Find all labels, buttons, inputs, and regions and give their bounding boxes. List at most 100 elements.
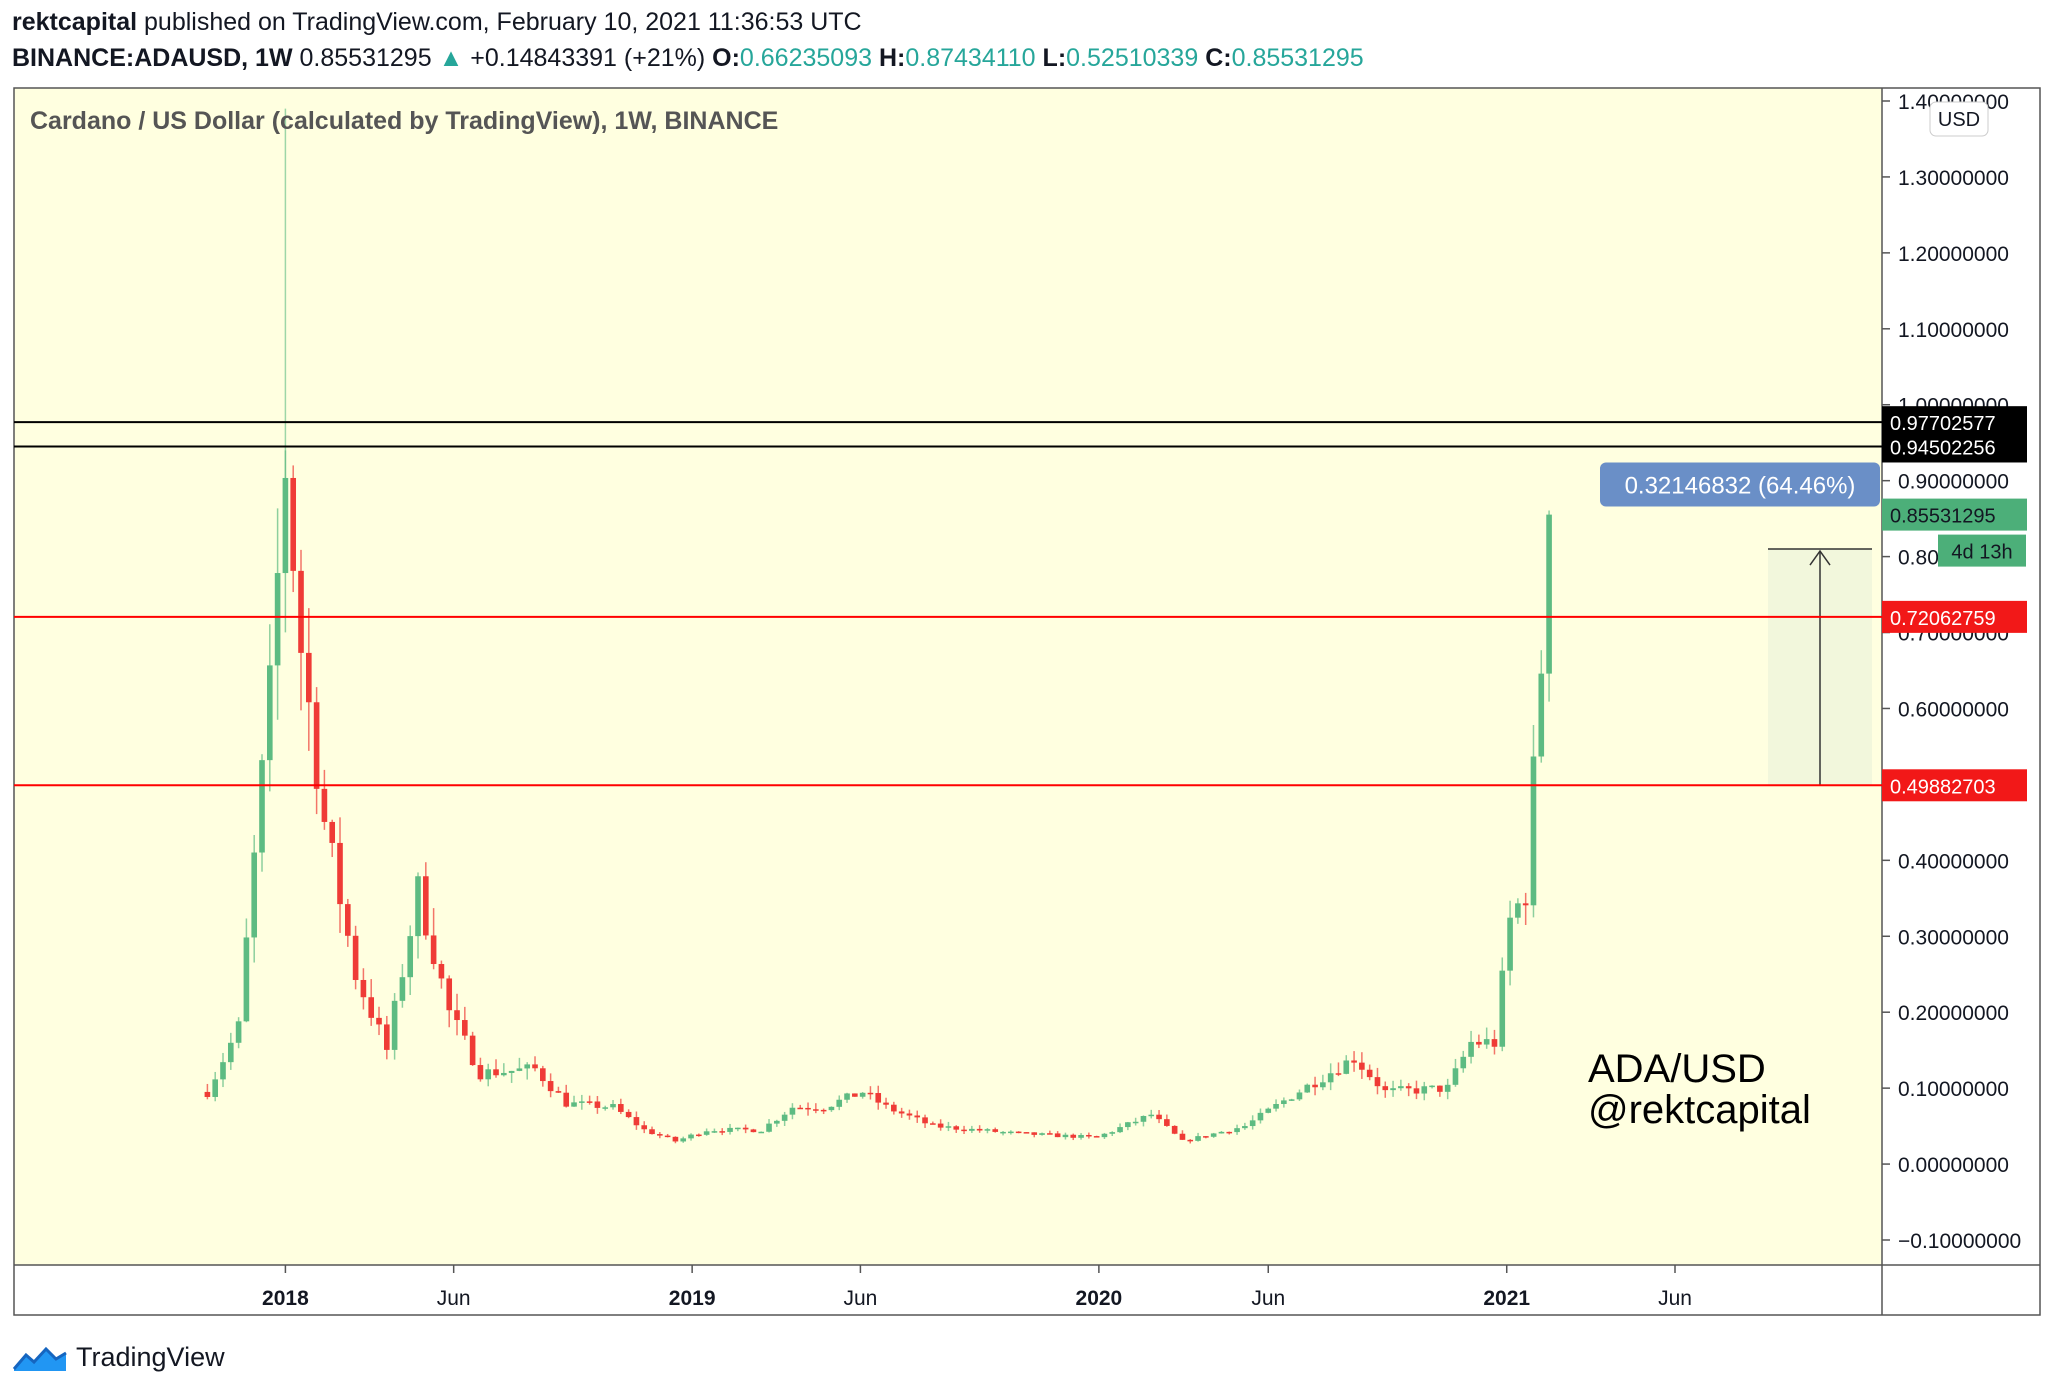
candle-body[interactable] <box>305 652 312 703</box>
candle-body[interactable] <box>883 1102 889 1105</box>
candle-body[interactable] <box>1522 903 1529 906</box>
candle-body[interactable] <box>1086 1134 1092 1137</box>
candle-body[interactable] <box>1320 1082 1326 1088</box>
candle-body[interactable] <box>844 1093 850 1100</box>
candle-body[interactable] <box>337 842 343 905</box>
candle-body[interactable] <box>984 1129 991 1131</box>
candle-body[interactable] <box>1195 1136 1201 1141</box>
candle-body[interactable] <box>602 1107 609 1109</box>
candle-body[interactable] <box>852 1093 858 1097</box>
candle-body[interactable] <box>1452 1068 1459 1085</box>
candle-body[interactable] <box>1499 970 1506 1047</box>
candle-body[interactable] <box>313 702 320 789</box>
candle-body[interactable] <box>1179 1133 1186 1140</box>
candle-body[interactable] <box>438 964 445 979</box>
candle-body[interactable] <box>1171 1125 1178 1134</box>
candle-body[interactable] <box>571 1102 577 1107</box>
candle-body[interactable] <box>1140 1115 1147 1122</box>
candle-body[interactable] <box>1288 1099 1295 1101</box>
candle-body[interactable] <box>1476 1041 1482 1045</box>
candle-body[interactable] <box>1437 1085 1443 1092</box>
candle-body[interactable] <box>1218 1131 1225 1134</box>
candle-body[interactable] <box>1281 1100 1287 1105</box>
candle-body[interactable] <box>1039 1133 1045 1135</box>
candle-body[interactable] <box>937 1123 944 1128</box>
candle-body[interactable] <box>1101 1133 1108 1138</box>
candle-body[interactable] <box>423 876 429 936</box>
candle-body[interactable] <box>750 1129 757 1133</box>
candle-body[interactable] <box>1047 1133 1053 1135</box>
candle-body[interactable] <box>430 935 437 965</box>
candle-body[interactable] <box>586 1101 593 1103</box>
candle-body[interactable] <box>1413 1088 1420 1094</box>
candle-body[interactable] <box>1296 1092 1303 1100</box>
candle-body[interactable] <box>906 1113 913 1116</box>
candle-body[interactable] <box>532 1064 538 1069</box>
candle-body[interactable] <box>789 1107 796 1115</box>
candle-body[interactable] <box>282 477 289 574</box>
candle-body[interactable] <box>415 876 421 937</box>
candle-body[interactable] <box>1491 1039 1498 1047</box>
candle-body[interactable] <box>891 1104 897 1112</box>
candle-body[interactable] <box>1421 1086 1428 1094</box>
candle-body[interactable] <box>1546 514 1552 674</box>
candle-body[interactable] <box>1460 1056 1467 1069</box>
candle-body[interactable] <box>266 665 273 761</box>
candle-body[interactable] <box>1257 1112 1264 1121</box>
candle-body[interactable] <box>1000 1131 1006 1134</box>
candle-body[interactable] <box>259 760 265 853</box>
candle-body[interactable] <box>547 1081 554 1092</box>
candle-body[interactable] <box>1530 756 1537 906</box>
candle-body[interactable] <box>220 1062 226 1080</box>
candle-body[interactable] <box>664 1135 671 1138</box>
candle-body[interactable] <box>1515 903 1521 918</box>
candle-body[interactable] <box>368 997 375 1018</box>
candle-body[interactable] <box>688 1134 694 1139</box>
candle-body[interactable] <box>1343 1060 1350 1074</box>
candle-body[interactable] <box>875 1093 882 1103</box>
candle-body[interactable] <box>758 1131 765 1134</box>
candle-body[interactable] <box>1374 1077 1381 1087</box>
candle-body[interactable] <box>1273 1104 1279 1109</box>
candle-body[interactable] <box>649 1129 655 1135</box>
candle-body[interactable] <box>524 1064 531 1069</box>
candle-body[interactable] <box>251 852 258 938</box>
candle-body[interactable] <box>1444 1084 1451 1092</box>
candle-body[interactable] <box>719 1131 726 1133</box>
candle-body[interactable] <box>992 1129 999 1132</box>
candle-body[interactable] <box>961 1129 967 1132</box>
candle-body[interactable] <box>407 936 414 978</box>
footer-brand[interactable]: TradingView <box>12 1342 225 1373</box>
candle-body[interactable] <box>1405 1086 1412 1089</box>
candle-body[interactable] <box>290 477 297 571</box>
candle-body[interactable] <box>774 1120 780 1124</box>
candle-body[interactable] <box>212 1079 219 1097</box>
candle-body[interactable] <box>735 1127 741 1130</box>
candle-body[interactable] <box>727 1127 733 1132</box>
candle-body[interactable] <box>1265 1108 1272 1113</box>
candle-body[interactable] <box>1070 1134 1077 1138</box>
candle-body[interactable] <box>555 1091 562 1093</box>
candle-body[interactable] <box>1351 1060 1357 1063</box>
candle-body[interactable] <box>274 573 281 666</box>
candle-body[interactable] <box>446 978 453 1011</box>
candle-body[interactable] <box>352 935 359 980</box>
candle-body[interactable] <box>1366 1069 1373 1078</box>
candle-body[interactable] <box>1304 1084 1311 1093</box>
candle-body[interactable] <box>399 977 406 1001</box>
candle-body[interactable] <box>1125 1122 1131 1128</box>
candle-body[interactable] <box>1538 673 1545 757</box>
author-name[interactable]: rektcapital <box>12 8 138 36</box>
candle-body[interactable] <box>1468 1041 1474 1057</box>
candle-body[interactable] <box>610 1104 616 1108</box>
candle-body[interactable] <box>1078 1134 1084 1138</box>
candle-body[interactable] <box>1117 1127 1123 1133</box>
candle-body[interactable] <box>820 1109 827 1112</box>
candle-body[interactable] <box>641 1125 648 1130</box>
candle-body[interactable] <box>345 904 351 936</box>
candle-body[interactable] <box>462 1020 468 1036</box>
candle-body[interactable] <box>321 788 328 822</box>
candle-body[interactable] <box>501 1072 507 1076</box>
candle-body[interactable] <box>469 1035 476 1066</box>
